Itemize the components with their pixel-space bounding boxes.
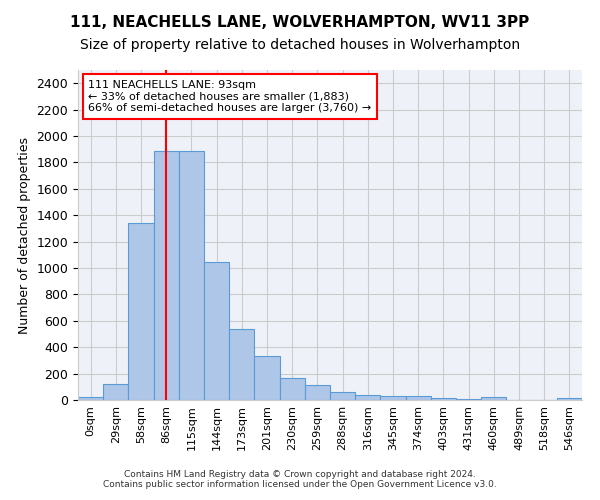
Bar bbox=[154, 150, 179, 400]
Bar bbox=[380, 396, 406, 400]
Bar bbox=[330, 392, 355, 400]
Bar bbox=[280, 378, 305, 400]
Bar bbox=[204, 262, 229, 400]
Bar bbox=[481, 398, 506, 400]
Text: 111, NEACHELLS LANE, WOLVERHAMPTON, WV11 3PP: 111, NEACHELLS LANE, WOLVERHAMPTON, WV11… bbox=[70, 15, 530, 30]
Text: Size of property relative to detached houses in Wolverhampton: Size of property relative to detached ho… bbox=[80, 38, 520, 52]
Text: 111 NEACHELLS LANE: 93sqm
← 33% of detached houses are smaller (1,883)
66% of se: 111 NEACHELLS LANE: 93sqm ← 33% of detac… bbox=[88, 80, 371, 113]
Bar bbox=[128, 223, 154, 400]
Bar bbox=[355, 394, 380, 400]
Bar bbox=[305, 386, 330, 400]
Y-axis label: Number of detached properties: Number of detached properties bbox=[18, 136, 31, 334]
Bar bbox=[406, 396, 431, 400]
Bar bbox=[254, 356, 280, 400]
Bar bbox=[229, 328, 254, 400]
Bar bbox=[557, 398, 582, 400]
Bar bbox=[431, 398, 456, 400]
Bar bbox=[103, 384, 128, 400]
Bar bbox=[179, 150, 204, 400]
Text: Contains HM Land Registry data © Crown copyright and database right 2024.
Contai: Contains HM Land Registry data © Crown c… bbox=[103, 470, 497, 489]
Bar bbox=[78, 398, 103, 400]
